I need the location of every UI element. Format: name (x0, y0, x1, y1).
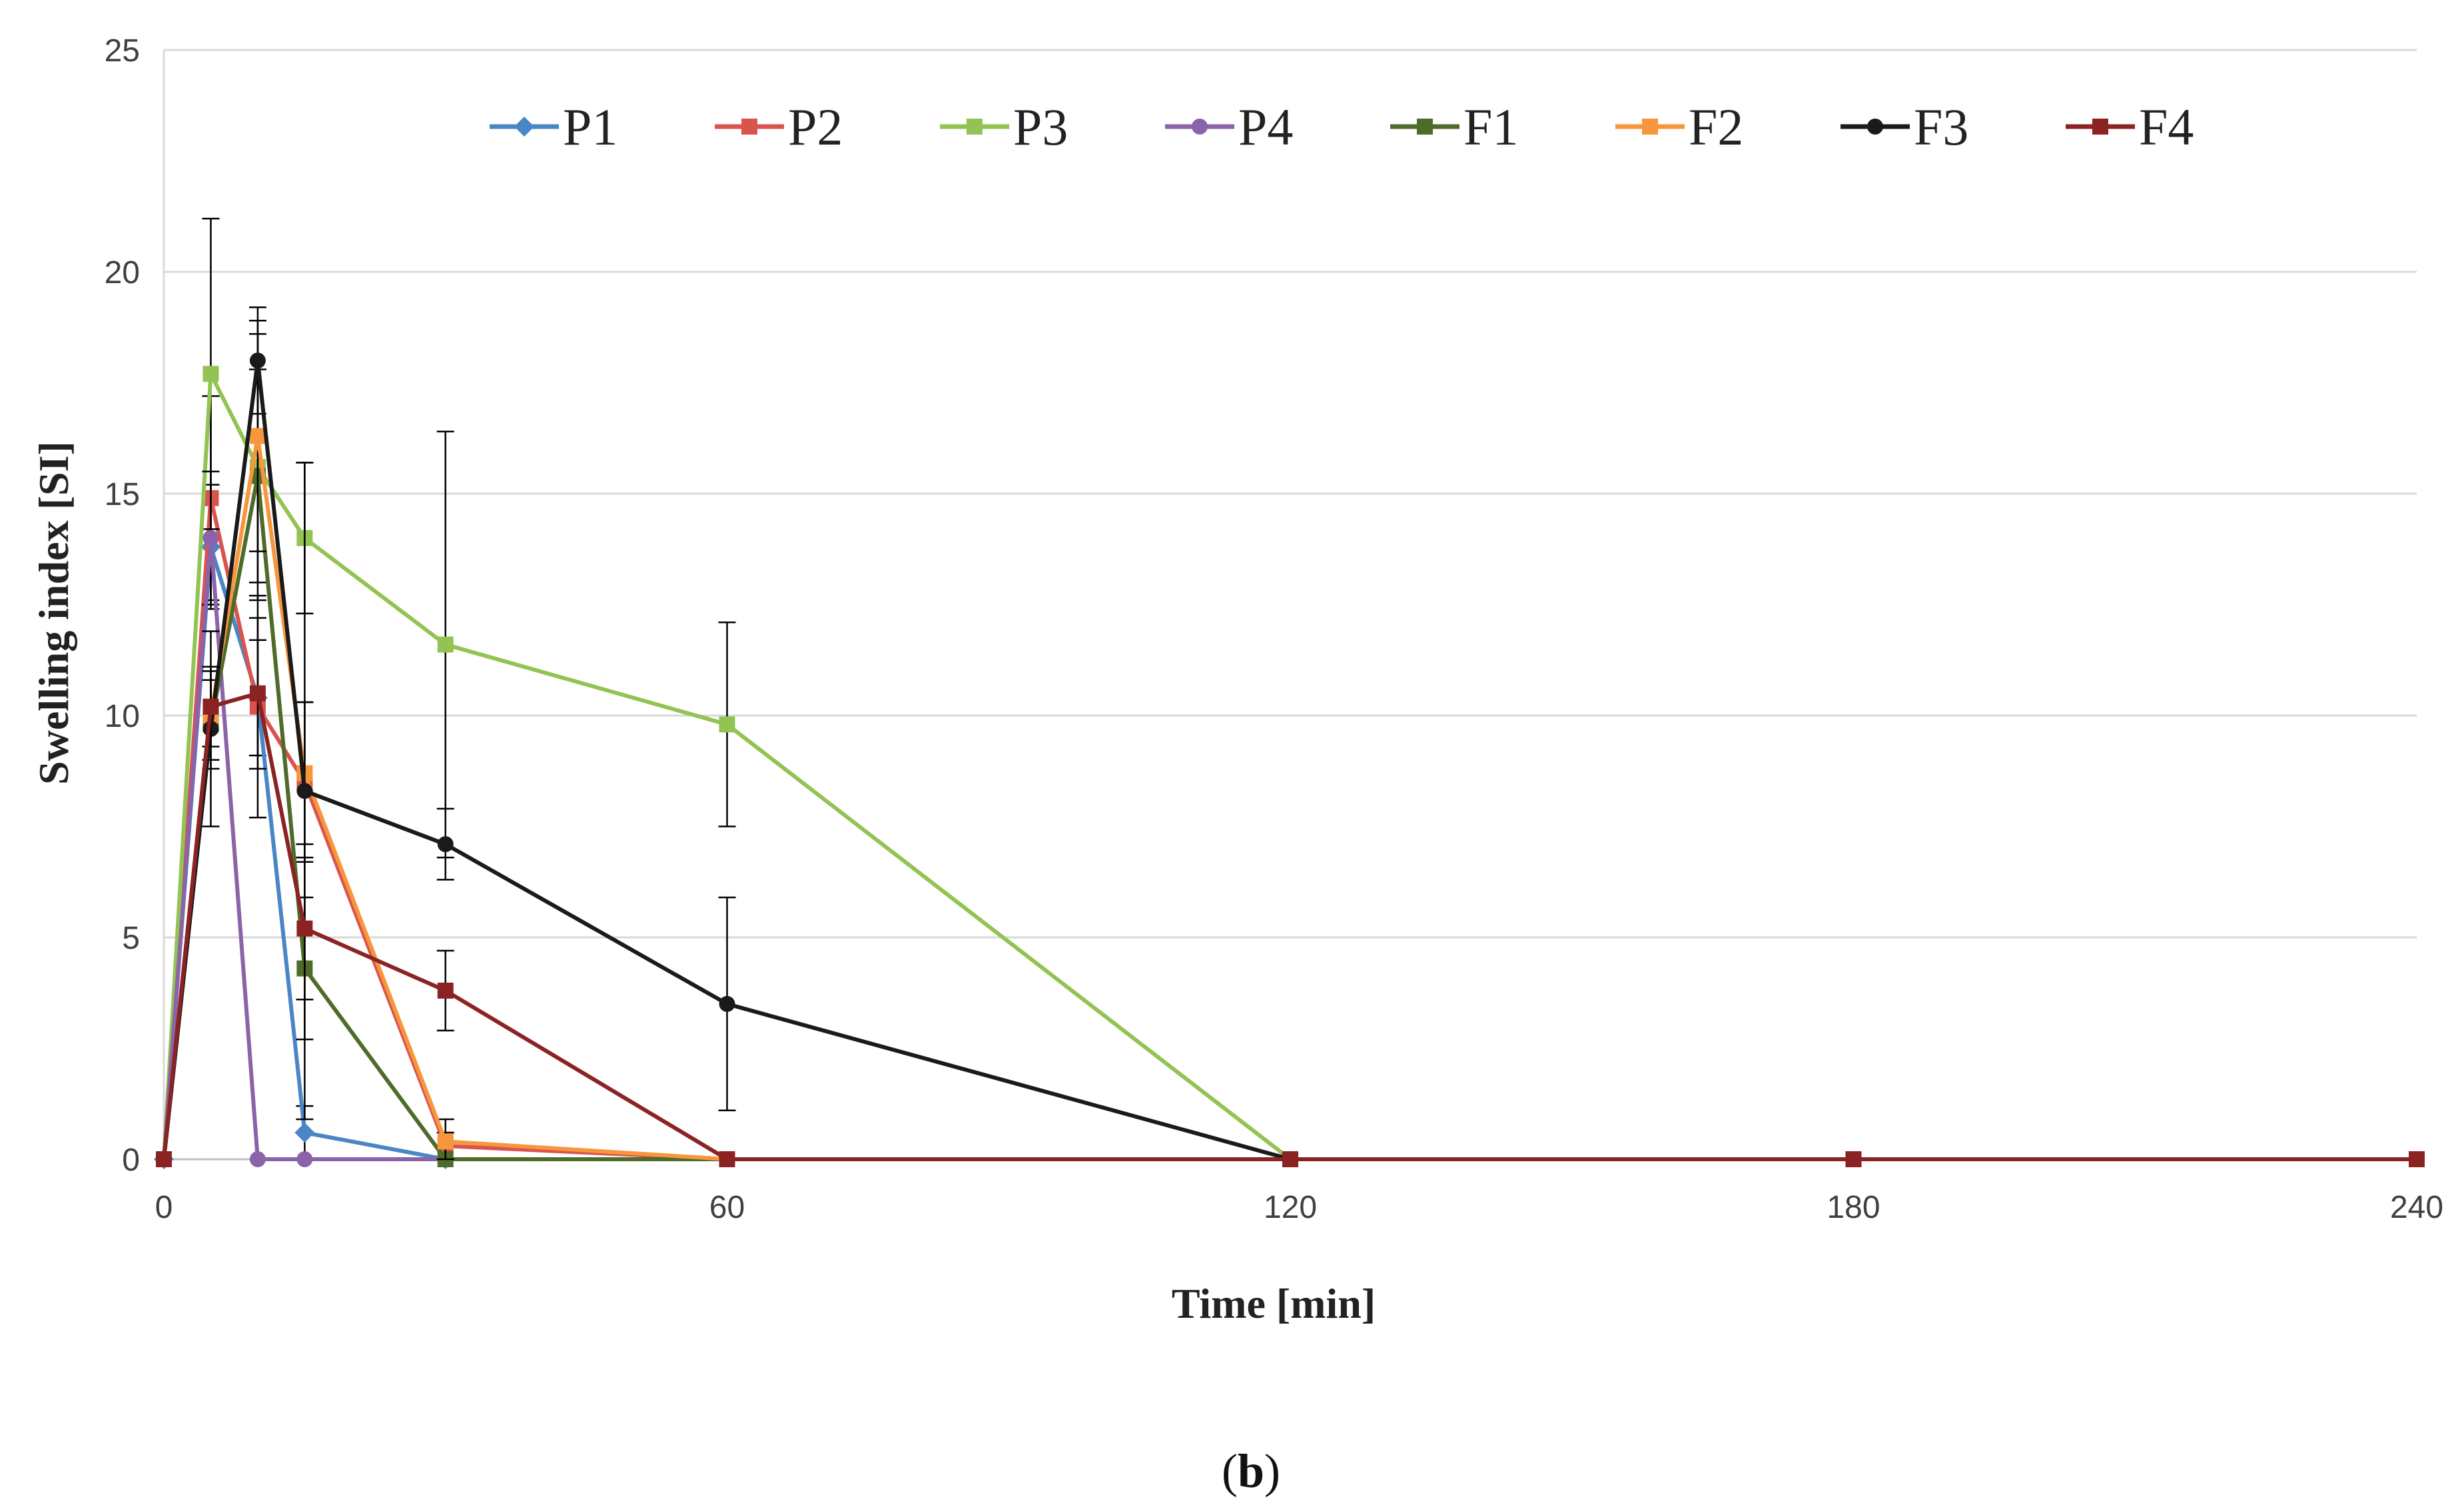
data-point-p3-1 (203, 366, 219, 382)
legend-label-p2: P2 (788, 98, 843, 156)
data-point-f4-1 (203, 698, 219, 715)
data-point-f3-3 (296, 783, 313, 799)
grid-layer (163, 49, 2417, 1161)
data-point-f4-4 (437, 982, 454, 999)
legend-swatch-marker-p2 (741, 119, 757, 135)
data-point-f2-2 (249, 428, 266, 444)
legend-label-p4: P4 (1238, 98, 1293, 156)
legend-entry-p2: P2 (715, 98, 843, 156)
series-line-p2 (162, 496, 727, 1161)
legend-swatch-marker-f1 (1417, 119, 1433, 135)
data-point-f2-4 (437, 1133, 454, 1150)
legend-entry-f3: F3 (1841, 98, 1968, 156)
data-point-p4-2 (249, 1151, 266, 1167)
y-axis-title: Swelling index [SI] (30, 441, 77, 785)
legend-label-p1: P1 (563, 98, 617, 156)
data-point-f4-2 (249, 685, 266, 702)
legend-entry-f1: F1 (1390, 98, 1518, 156)
data-point-p3-4 (437, 636, 454, 653)
data-point-f4-6 (1282, 1151, 1298, 1167)
legend: P1 P2 P3 P4 F1 F2 F3 F4 (490, 98, 2194, 156)
legend-label-f2: F2 (1689, 98, 1743, 156)
legend-entry-f4: F4 (2066, 98, 2194, 156)
x-tick-label-180: 180 (1827, 1190, 1880, 1225)
data-point-p3-5 (719, 716, 735, 733)
data-point-p4-3 (296, 1151, 313, 1167)
data-point-f3-5 (719, 995, 735, 1012)
legend-swatch-marker-p4 (1192, 119, 1208, 135)
y-tick-label-0: 0 (122, 1143, 140, 1178)
legend-entry-p1: P1 (490, 98, 617, 156)
data-point-f4-0 (156, 1151, 172, 1167)
axis-layer: 0 5 10 15 20 25 0 60 120 180 240 (105, 33, 2443, 1225)
y-tick-label-15: 15 (105, 477, 140, 512)
legend-label-f1: F1 (1463, 98, 1518, 156)
legend-label-f4: F4 (2139, 98, 2194, 156)
x-tick-label-120: 120 (1264, 1190, 1317, 1225)
data-point-p1-3 (294, 1123, 315, 1143)
legend-swatch-marker-p3 (967, 119, 983, 135)
data-point-f3-4 (437, 836, 454, 853)
panel-label: (b) (1222, 1444, 1280, 1498)
data-point-f4-8 (2409, 1151, 2425, 1167)
y-tick-label-5: 5 (122, 921, 140, 956)
data-point-p4-1 (203, 530, 219, 546)
x-tick-label-60: 60 (709, 1190, 745, 1225)
y-tick-label-25: 25 (105, 33, 140, 69)
legend-entry-f2: F2 (1615, 98, 1743, 156)
x-tick-label-240: 240 (2390, 1190, 2443, 1225)
x-axis-title: Time [min] (1172, 1280, 1376, 1327)
data-point-f4-5 (719, 1151, 735, 1167)
legend-swatch-marker-f3 (1867, 119, 1883, 135)
x-tick-label-0: 0 (155, 1190, 173, 1225)
series-f4 (156, 617, 2425, 1167)
legend-swatch-marker-f4 (2092, 119, 2108, 135)
y-tick-label-10: 10 (105, 699, 140, 734)
data-point-f4-7 (1845, 1151, 1862, 1167)
y-tick-label-20: 20 (105, 255, 140, 290)
legend-entry-p4: P4 (1165, 98, 1293, 156)
data-point-f3-2 (249, 352, 266, 369)
series-layer (154, 217, 2425, 1169)
legend-label-p3: P3 (1013, 98, 1068, 156)
series-line-f4 (162, 691, 2417, 1161)
legend-label-f3: F3 (1914, 98, 1968, 156)
data-point-f4-3 (296, 920, 313, 937)
legend-swatch-marker-f2 (1642, 119, 1658, 135)
legend-entry-p3: P3 (940, 98, 1068, 156)
legend-swatch-marker-p1 (514, 117, 534, 137)
